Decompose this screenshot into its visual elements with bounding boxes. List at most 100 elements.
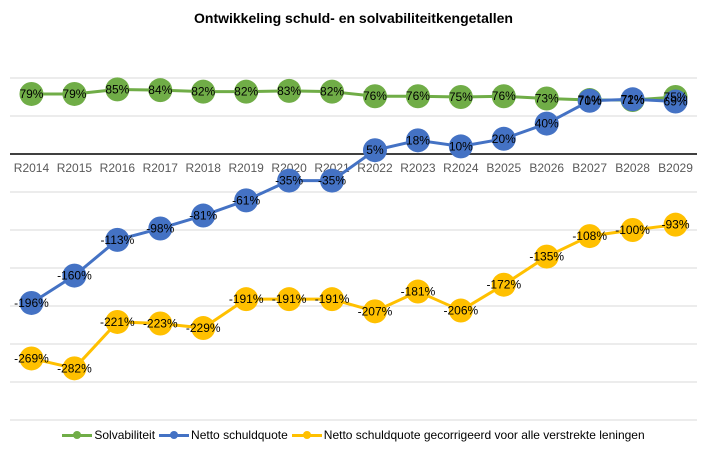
data-point[interactable]: [105, 309, 130, 334]
data-label: -207%: [358, 304, 393, 318]
data-point[interactable]: [148, 78, 173, 103]
data-point[interactable]: [277, 287, 302, 312]
data-point[interactable]: [448, 85, 473, 109]
data-label: -100%: [615, 223, 650, 237]
x-tick-label: B2026: [529, 161, 564, 175]
data-labels: 79% 79% 85% 84% 82% 82% 83% 82% 76% 76% 75% 76% 73% 7…: [14, 82, 690, 375]
series-line: [31, 87, 676, 102]
x-axis: R2014 R2015 R2016 R2017 R2018 R2019 R2020 R2021…: [10, 153, 697, 175]
data-point[interactable]: [148, 311, 173, 336]
data-point[interactable]: [405, 128, 430, 153]
data-point[interactable]: [448, 298, 473, 323]
data-point[interactable]: [491, 272, 516, 297]
data-label: -191%: [315, 292, 350, 306]
data-point[interactable]: [620, 218, 645, 242]
data-point[interactable]: [491, 84, 516, 109]
x-tick-label: R2024: [443, 161, 479, 175]
data-point[interactable]: [148, 216, 173, 241]
data-label: 82%: [320, 85, 344, 99]
x-tick-label: R2023: [400, 161, 436, 175]
x-tick-label: R2021: [314, 161, 350, 175]
data-point[interactable]: [277, 168, 302, 193]
data-point[interactable]: [405, 279, 430, 304]
data-label: 79%: [62, 87, 86, 101]
data-label: -61%: [232, 193, 260, 207]
x-tick-label: B2029: [658, 161, 693, 175]
legend-swatch-green: [62, 430, 93, 440]
data-label: 83%: [277, 84, 301, 98]
series-line: [31, 223, 676, 370]
data-point[interactable]: [663, 212, 688, 237]
x-tick-label: R2018: [186, 161, 222, 175]
data-label: -181%: [401, 285, 436, 299]
data-point[interactable]: [448, 134, 473, 159]
data-point[interactable]: [105, 77, 130, 102]
data-label: 73%: [535, 92, 559, 106]
data-point[interactable]: [320, 79, 345, 104]
data-point[interactable]: [405, 84, 430, 109]
data-point[interactable]: [19, 346, 44, 371]
data-point[interactable]: [577, 88, 602, 113]
legend-swatch-yellow: [291, 430, 322, 440]
data-label: -206%: [444, 304, 479, 318]
series-markers: [19, 77, 688, 381]
data-point[interactable]: [234, 188, 259, 213]
data-label: -93%: [662, 218, 690, 232]
legend: Solvabiliteit Netto schuldquote Netto sc…: [0, 428, 707, 442]
legend-label: Netto schuldquote gecorrigeerd voor alle…: [323, 428, 645, 442]
data-label: -221%: [100, 315, 135, 329]
data-label: -191%: [272, 292, 307, 306]
data-point[interactable]: [62, 263, 87, 288]
x-tick-label: R2016: [100, 161, 136, 175]
data-label: -108%: [572, 229, 607, 243]
data-label: 72%: [621, 92, 645, 106]
data-label: 70%: [578, 94, 602, 108]
legend-label: Netto schuldquote: [191, 428, 288, 442]
data-label: 71%: [621, 93, 645, 107]
data-point[interactable]: [534, 111, 559, 136]
legend-item-solvabiliteit[interactable]: Solvabiliteit: [62, 428, 155, 442]
data-point[interactable]: [19, 81, 44, 106]
data-point[interactable]: [234, 79, 259, 104]
data-point[interactable]: [105, 227, 130, 252]
legend-label: Solvabiliteit: [94, 428, 156, 442]
data-label: 76%: [492, 89, 516, 103]
data-point[interactable]: [191, 316, 216, 341]
data-label: -269%: [14, 351, 49, 365]
data-label: 75%: [664, 90, 688, 104]
data-point[interactable]: [362, 138, 387, 163]
data-label: -35%: [318, 174, 346, 188]
x-tick-label: R2017: [143, 161, 179, 175]
data-point[interactable]: [320, 168, 345, 193]
data-point[interactable]: [320, 287, 345, 312]
series-lines: [30, 87, 676, 370]
legend-item-netto-schuldquote-gecorrigeerd[interactable]: Netto schuldquote gecorrigeerd voor alle…: [291, 428, 645, 442]
x-tick-label: R2015: [57, 161, 93, 175]
data-label: -223%: [143, 316, 178, 330]
data-point[interactable]: [534, 244, 559, 269]
data-point[interactable]: [19, 290, 44, 315]
data-point[interactable]: [491, 126, 516, 151]
legend-item-netto-schuldquote[interactable]: Netto schuldquote: [159, 428, 288, 442]
data-label: 69%: [664, 95, 688, 109]
data-point[interactable]: [234, 287, 259, 312]
data-point[interactable]: [663, 89, 688, 114]
data-point[interactable]: [191, 79, 216, 104]
data-label: 76%: [363, 89, 387, 103]
data-label: 20%: [492, 132, 516, 146]
legend-swatch-blue: [159, 430, 190, 440]
data-point[interactable]: [362, 84, 387, 109]
data-label: 18%: [406, 133, 430, 147]
x-tick-label: R2014: [14, 161, 50, 175]
data-point[interactable]: [362, 299, 387, 324]
data-point[interactable]: [577, 224, 602, 249]
data-point[interactable]: [620, 87, 645, 112]
data-point[interactable]: [62, 81, 87, 106]
data-point[interactable]: [277, 78, 302, 103]
data-label: 82%: [234, 85, 258, 99]
data-point[interactable]: [191, 203, 216, 228]
data-point[interactable]: [534, 86, 559, 111]
data-point[interactable]: [62, 356, 87, 381]
data-label: 10%: [449, 139, 473, 153]
